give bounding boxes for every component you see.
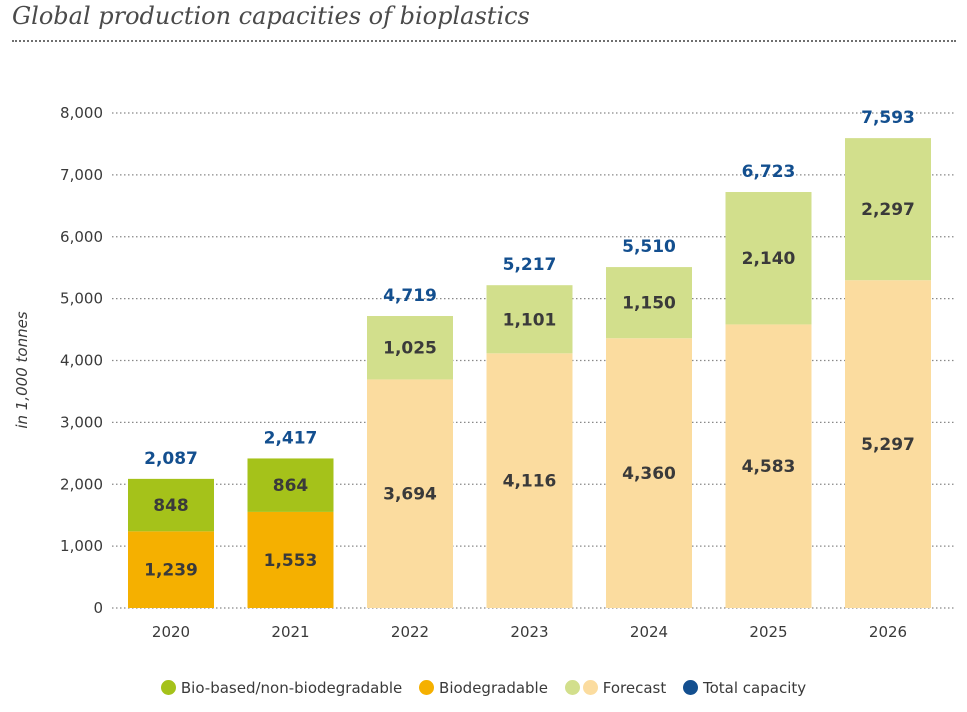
total-capacity-swatch: [683, 679, 698, 695]
x-tick-label: 2021: [271, 623, 309, 641]
forecast-biodegradable-swatch: [582, 679, 598, 695]
y-tick-label: 1,000: [60, 537, 103, 555]
y-tick-label: 6,000: [60, 228, 103, 246]
bar-bio-based: [606, 267, 692, 339]
legend-item-forecast: Forecast: [564, 678, 667, 697]
legend-label-biodegradable: Biodegradable: [439, 678, 548, 697]
bar-bio-based: [247, 458, 334, 512]
bar-label-biodegradable: 1,553: [264, 551, 318, 571]
x-tick-label: 2023: [510, 623, 548, 641]
bar-label-biodegradable: 4,116: [503, 472, 557, 492]
bar-biodegradable: [486, 353, 573, 608]
bar-label-biodegradable: 1,239: [144, 561, 198, 581]
y-tick-label: 4,000: [60, 352, 103, 370]
bar-label-biodegradable: 5,297: [861, 435, 915, 455]
y-tick-label: 8,000: [60, 104, 103, 122]
bar-label-bio-based: 2,140: [742, 249, 796, 269]
y-tick-label: 2,000: [60, 475, 103, 493]
bar-bio-based: [486, 285, 573, 354]
x-tick-label: 2024: [630, 623, 668, 641]
bar-label-biodegradable: 4,360: [622, 464, 676, 484]
bar-biodegradable: [606, 338, 692, 608]
y-axis-label: in 1,000 tonnes: [13, 311, 31, 428]
bar-label-biodegradable: 4,583: [742, 457, 796, 477]
bar-label-biodegradable: 3,694: [383, 485, 437, 505]
bar-label-bio-based: 848: [153, 496, 189, 516]
bar-biodegradable: [247, 511, 334, 608]
bar-bio-based: [725, 192, 812, 325]
x-tick-label: 2020: [152, 623, 190, 641]
bar-chart: 0 1,000 2,000 3,000 4,000 5,000 6,000 7,000 8,00…: [13, 104, 955, 641]
bio-based-swatch: [160, 679, 176, 695]
bar-label-bio-based: 2,297: [861, 200, 915, 220]
bar-label-bio-based: 1,025: [383, 339, 437, 359]
legend-item-biodegradable: Biodegradable: [419, 679, 548, 697]
bar-biodegradable: [725, 324, 812, 608]
title-divider: [12, 40, 956, 42]
bar-bio-based: [367, 316, 453, 380]
x-tick-label: 2026: [869, 623, 907, 641]
total-capacity-label: 4,719: [383, 286, 437, 306]
legend: Bio-based/non-biodegradable Biodegradabl…: [0, 678, 967, 697]
bar-bio-based: [845, 138, 931, 281]
bar-bio-based: [128, 478, 214, 532]
bar-label-bio-based: 864: [273, 476, 309, 496]
y-tick-label: 0: [93, 599, 103, 617]
chart-title: Global production capacities of bioplast…: [12, 2, 530, 30]
bar-biodegradable: [367, 379, 453, 608]
total-capacity-label: 6,723: [742, 162, 796, 182]
bar-label-bio-based: 1,150: [622, 294, 676, 314]
total-capacity-label: 7,593: [861, 108, 915, 128]
legend-item-total: Total capacity: [683, 679, 806, 697]
bar-biodegradable: [845, 280, 931, 608]
y-tick-label: 7,000: [60, 166, 103, 184]
legend-label-bio-based: Bio-based/non-biodegradable: [180, 678, 403, 697]
x-tick-label: 2022: [391, 623, 429, 641]
bar-biodegradable: [128, 531, 214, 608]
legend-item-bio-based: Bio-based/non-biodegradable: [160, 678, 403, 697]
biodegradable-swatch: [419, 679, 435, 695]
total-capacity-label: 2,087: [144, 449, 198, 469]
y-tick-label: 3,000: [60, 413, 103, 431]
legend-label-total: Total capacity: [703, 678, 807, 697]
total-capacity-label: 5,510: [622, 237, 676, 257]
x-tick-label: 2025: [749, 623, 787, 641]
legend-label-forecast: Forecast: [602, 678, 667, 697]
y-tick-label: 5,000: [60, 290, 103, 308]
bar-label-bio-based: 1,101: [503, 310, 557, 330]
forecast-bio-based-swatch: [564, 679, 580, 695]
total-capacity-label: 5,217: [503, 255, 557, 275]
total-capacity-label: 2,417: [264, 428, 318, 448]
